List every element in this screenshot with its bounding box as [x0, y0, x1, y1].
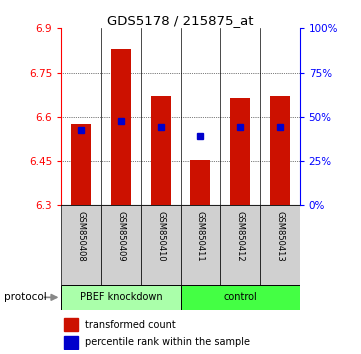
- Text: GSM850413: GSM850413: [275, 211, 284, 262]
- Text: GSM850408: GSM850408: [77, 211, 86, 262]
- Bar: [270, 96, 290, 205]
- Text: GSM850411: GSM850411: [196, 211, 205, 262]
- Bar: [230, 98, 250, 205]
- Text: percentile rank within the sample: percentile rank within the sample: [85, 337, 250, 347]
- Text: GSM850409: GSM850409: [117, 211, 125, 262]
- Text: transformed count: transformed count: [85, 320, 176, 330]
- Bar: [61, 205, 101, 285]
- Bar: [101, 205, 141, 285]
- Text: control: control: [223, 292, 257, 302]
- Bar: [141, 205, 180, 285]
- Bar: [71, 124, 91, 205]
- Bar: [64, 336, 78, 349]
- Bar: [191, 160, 210, 205]
- Text: GSM850410: GSM850410: [156, 211, 165, 262]
- Bar: [220, 205, 260, 285]
- Title: GDS5178 / 215875_at: GDS5178 / 215875_at: [107, 14, 254, 27]
- Bar: [180, 205, 220, 285]
- Bar: [151, 96, 171, 205]
- Bar: [61, 285, 180, 310]
- Bar: [111, 49, 131, 205]
- Bar: [180, 285, 300, 310]
- Bar: [260, 205, 300, 285]
- Text: protocol: protocol: [4, 292, 46, 302]
- Bar: [64, 318, 78, 331]
- Text: GSM850412: GSM850412: [236, 211, 244, 262]
- Text: PBEF knockdown: PBEF knockdown: [80, 292, 162, 302]
